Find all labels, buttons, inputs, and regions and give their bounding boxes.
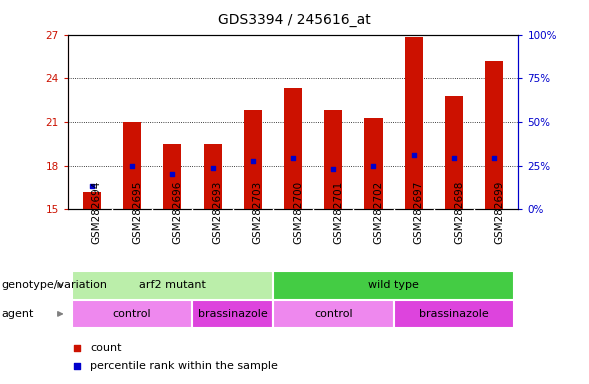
Text: GSM282700: GSM282700 [293, 181, 303, 244]
Text: genotype/variation: genotype/variation [1, 280, 107, 290]
Text: GSM282701: GSM282701 [333, 181, 343, 244]
Point [369, 162, 378, 169]
Text: brassinazole: brassinazole [419, 309, 489, 319]
Point [248, 157, 257, 164]
Bar [445, 96, 463, 209]
Point [329, 166, 338, 172]
Text: GSM282693: GSM282693 [213, 180, 223, 244]
Point [289, 155, 298, 161]
Text: GSM282694: GSM282694 [92, 180, 102, 244]
Text: GDS3394 / 245616_at: GDS3394 / 245616_at [218, 13, 371, 27]
Text: control: control [112, 309, 151, 319]
Bar [393, 300, 514, 328]
Text: count: count [90, 343, 122, 353]
Text: GSM282703: GSM282703 [253, 181, 263, 244]
Point [127, 162, 137, 169]
Text: arf2 mutant: arf2 mutant [139, 280, 206, 290]
Point [72, 345, 81, 351]
Bar [405, 38, 423, 209]
Point [449, 155, 459, 161]
Text: control: control [314, 309, 353, 319]
Text: brassinazole: brassinazole [198, 309, 267, 319]
Point [72, 363, 81, 369]
Text: wild type: wild type [368, 280, 419, 290]
Bar [365, 118, 382, 209]
Bar [324, 110, 342, 209]
Bar [273, 271, 514, 300]
Text: GSM282696: GSM282696 [173, 180, 183, 244]
Text: GSM282702: GSM282702 [373, 181, 383, 244]
Bar [123, 122, 141, 209]
Point [489, 155, 499, 161]
Bar [163, 144, 181, 209]
Bar [72, 300, 193, 328]
Bar [485, 61, 503, 209]
Point [87, 183, 97, 189]
Text: GSM282695: GSM282695 [132, 180, 142, 244]
Text: GSM282697: GSM282697 [413, 180, 423, 244]
Point [208, 165, 217, 171]
Bar [204, 144, 221, 209]
Bar [72, 271, 273, 300]
Text: percentile rank within the sample: percentile rank within the sample [90, 361, 278, 371]
Point [409, 152, 418, 159]
Bar [193, 300, 273, 328]
Text: GSM282699: GSM282699 [494, 180, 504, 244]
Bar [83, 192, 101, 209]
Text: GSM282698: GSM282698 [454, 180, 464, 244]
Point [168, 171, 177, 177]
Text: agent: agent [1, 309, 34, 319]
Bar [284, 88, 302, 209]
Bar [244, 110, 262, 209]
Bar [273, 300, 393, 328]
